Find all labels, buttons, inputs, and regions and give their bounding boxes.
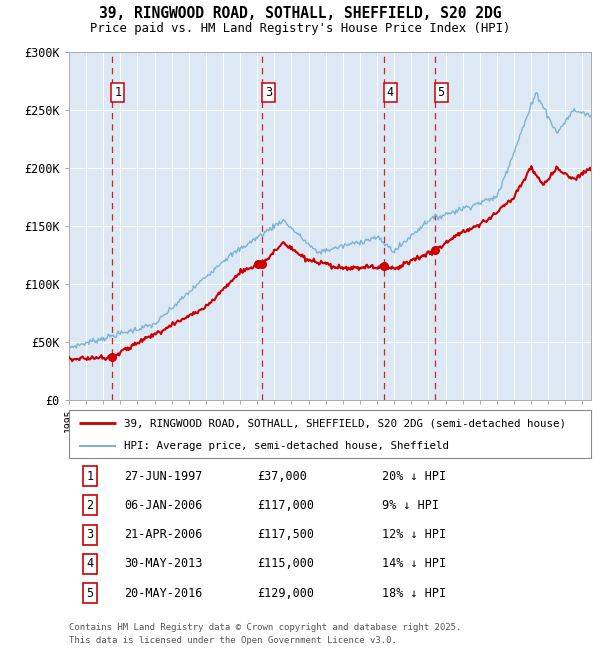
Text: 20% ↓ HPI: 20% ↓ HPI bbox=[382, 469, 446, 482]
Text: Price paid vs. HM Land Registry's House Price Index (HPI): Price paid vs. HM Land Registry's House … bbox=[90, 22, 510, 35]
Text: 12% ↓ HPI: 12% ↓ HPI bbox=[382, 528, 446, 541]
Text: 1: 1 bbox=[86, 469, 94, 482]
Text: 4: 4 bbox=[386, 86, 394, 99]
Text: 5: 5 bbox=[86, 586, 94, 599]
Text: 06-JAN-2006: 06-JAN-2006 bbox=[124, 499, 202, 512]
Text: 2: 2 bbox=[86, 499, 94, 512]
Text: £37,000: £37,000 bbox=[257, 469, 307, 482]
Text: 18% ↓ HPI: 18% ↓ HPI bbox=[382, 586, 446, 599]
Text: 1: 1 bbox=[114, 86, 121, 99]
Text: 14% ↓ HPI: 14% ↓ HPI bbox=[382, 558, 446, 571]
Text: 3: 3 bbox=[86, 528, 94, 541]
Text: £117,000: £117,000 bbox=[257, 499, 314, 512]
Text: 39, RINGWOOD ROAD, SOTHALL, SHEFFIELD, S20 2DG: 39, RINGWOOD ROAD, SOTHALL, SHEFFIELD, S… bbox=[99, 6, 501, 21]
Text: 27-JUN-1997: 27-JUN-1997 bbox=[124, 469, 202, 482]
Text: 9% ↓ HPI: 9% ↓ HPI bbox=[382, 499, 439, 512]
Text: £117,500: £117,500 bbox=[257, 528, 314, 541]
Text: 30-MAY-2013: 30-MAY-2013 bbox=[124, 558, 202, 571]
Text: 4: 4 bbox=[86, 558, 94, 571]
Text: £115,000: £115,000 bbox=[257, 558, 314, 571]
Text: Contains HM Land Registry data © Crown copyright and database right 2025.
This d: Contains HM Land Registry data © Crown c… bbox=[69, 623, 461, 645]
Text: 39, RINGWOOD ROAD, SOTHALL, SHEFFIELD, S20 2DG (semi-detached house): 39, RINGWOOD ROAD, SOTHALL, SHEFFIELD, S… bbox=[124, 418, 566, 428]
Text: 5: 5 bbox=[437, 86, 445, 99]
Text: HPI: Average price, semi-detached house, Sheffield: HPI: Average price, semi-detached house,… bbox=[124, 441, 449, 450]
Text: 21-APR-2006: 21-APR-2006 bbox=[124, 528, 202, 541]
Text: £129,000: £129,000 bbox=[257, 586, 314, 599]
Text: 3: 3 bbox=[265, 86, 272, 99]
Text: 20-MAY-2016: 20-MAY-2016 bbox=[124, 586, 202, 599]
